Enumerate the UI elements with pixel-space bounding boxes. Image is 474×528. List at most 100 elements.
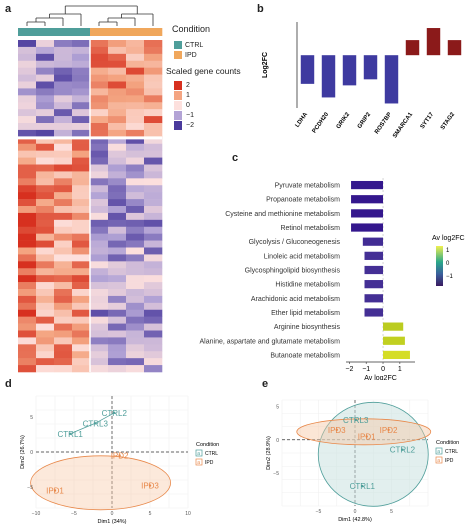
ipd-swatch [174,51,182,59]
heatmap-cell [126,206,145,214]
heatmap-cell [36,123,55,131]
heatmap-cell [144,330,163,338]
point-ctrl3 [354,418,357,422]
heatmap-cell [126,219,145,228]
heatmap-cell [144,247,163,255]
heatmap-cell [72,67,91,75]
heatmap-cell [36,136,55,145]
heatmap-cell [90,143,109,151]
point-ipd2 [118,454,121,457]
heatmap-cell [36,275,55,283]
heatmap-cell [36,95,55,103]
heatmap-cell [72,282,91,290]
confidence-ellipse-ctrl [317,401,429,507]
panel-label-c: c [232,152,239,164]
heatmap-cell [90,358,109,366]
heatmap-cell [144,40,163,48]
bar-pathway [364,265,384,275]
heatmap-cell [126,95,145,103]
heatmap-cell [18,268,37,276]
heatmap-cell [90,247,109,255]
heatmap-cell [54,268,73,276]
heatmap-cell [54,330,73,338]
heatmap-cell [36,185,55,193]
heatmap-cell [54,143,73,151]
tick-label-smarca1: SMARCA1 [392,111,414,139]
heatmap-cell [126,60,145,68]
heatmap-cell [90,365,109,373]
heatmap-cell [108,185,127,193]
heatmap-cell [126,261,145,269]
pathway-bar-chart-c: Pyruvate metabolism Propanoate metabolism… [200,178,465,380]
point-ipd1 [53,489,57,492]
heatmap-cell [54,67,73,75]
ctrl-hull-edge [95,412,115,424]
heatmap-cell [144,240,163,248]
heatmap-cell [72,129,91,138]
heatmap-cell [126,365,145,373]
heatmap-cell [72,212,91,221]
heatmap-cell [18,46,37,55]
heatmap-cell [18,143,37,151]
heatmap-cell [18,185,37,193]
pathway-label: Retinol metabolism [280,225,340,232]
heatmap-cell [18,254,37,262]
heatmap-cell [54,351,73,359]
heatmap-cell [18,206,37,214]
heatmap-cell [18,129,37,138]
heatmap-cell [36,171,55,179]
heatmap-cell [90,102,109,110]
heatmap-cell [126,171,145,179]
pathway-label: Butanoate metabolism [270,352,340,359]
heatmap-cell [144,358,163,366]
x-axis-label: Dim1 (42.8%) [338,517,372,523]
heatmap-cell [126,275,145,283]
heatmap-cell [18,337,37,345]
x-tick-label: −1 [362,366,370,373]
heatmap-cell [90,129,109,138]
heatmap-cell [126,247,145,255]
heatmap-cell [126,295,145,304]
bar-chart-b: Log2FC LDHA PCDH20 GRIK2 GRIP2 ROS7BP SMARCA1 S… [262,22,462,139]
heatmap-cell [36,81,55,89]
heatmap-cell [108,178,127,186]
heatmap-cell [54,282,73,290]
heatmap-cell [108,275,127,283]
heatmap-cell [72,254,91,262]
heatmap-cell [36,102,55,110]
bar-pathway [351,180,384,190]
heatmap-cell [18,240,37,248]
heatmap-cell [90,95,109,103]
heatmap-cell [54,81,73,89]
heatmap-cell [108,365,127,373]
heatmap-cell [18,212,37,221]
heatmap-cell [36,143,55,151]
bar-pathway [351,195,384,204]
heatmap-cell [126,192,145,200]
heatmap-cell [144,88,163,96]
heatmap-cell [144,60,163,68]
heatmap-cell [54,247,73,255]
scale-tick-m1: −1 [186,111,194,119]
heatmap-cell [90,212,109,221]
heatmap-cell [72,116,91,124]
y-axis-label: Dim2 (26.7%) [20,435,26,469]
heatmap-cell [54,116,73,124]
heatmap-cell [90,261,109,269]
heatmap-cell [126,46,145,55]
heatmap-cell [18,164,37,172]
heatmap-cell [72,199,91,207]
scale-tick-0: 0 [186,101,190,109]
y-tick-label: 0 [30,450,33,456]
heatmap-cell [54,40,73,48]
tick-label-grip2: GRIP2 [357,111,373,130]
heatmap-cell [144,116,163,124]
heatmap-cell [90,323,109,331]
heatmap-cell [126,282,145,290]
heatmap-cell [72,88,91,96]
heatmap-cell [90,88,109,96]
heatmap-cell [18,199,37,207]
heatmap-cell [36,67,55,75]
heatmap-cell [126,109,145,117]
heatmap-cell [126,358,145,366]
